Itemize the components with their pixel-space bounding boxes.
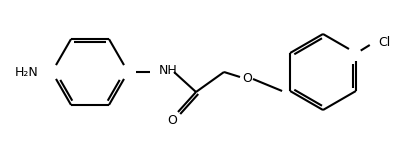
- Text: Cl: Cl: [378, 36, 390, 48]
- Text: H₂N: H₂N: [14, 66, 38, 78]
- Text: NH: NH: [159, 65, 178, 77]
- Text: O: O: [167, 115, 177, 127]
- Text: O: O: [242, 72, 252, 86]
